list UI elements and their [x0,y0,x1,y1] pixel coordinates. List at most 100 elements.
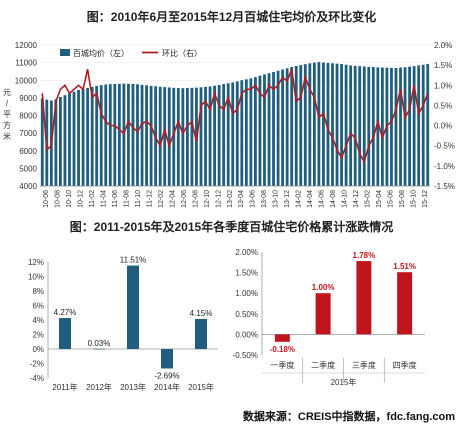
price-bar [380,67,384,186]
price-bar [77,89,80,186]
price-bar [181,88,185,186]
price-bar [222,84,226,186]
price-bar [376,67,380,186]
quarter-y-tick-label: 1.50% [235,269,258,278]
legend-label-bar: 百城均价（左） [73,48,129,58]
quarter-category-label: 四季度 [393,360,417,370]
y-axis-label-char: 方 [3,120,11,130]
price-bar [127,83,130,186]
x-tick-label: 12-08 [192,190,199,208]
price-bar [317,62,321,186]
annual-category-label: 2012年 [86,382,112,392]
annual-category-label: 2013年 [120,382,146,392]
x-tick-label: 11-08 [124,190,131,207]
quarter-bar [397,272,413,335]
price-bar [167,87,171,186]
y2-tick-label: 2.0% [434,41,452,50]
y2-tick-label: -1.0% [434,162,455,171]
price-bar [344,64,348,186]
x-tick-label: 15-04 [376,190,383,208]
annual-bar [59,318,71,349]
y-tick-label: 8000 [19,112,37,121]
price-bar [390,67,393,186]
price-bar [322,62,325,187]
x-tick-label: 11-04 [101,190,108,207]
price-bar [267,73,271,186]
quarter-y-tick-label: 0.50% [235,310,258,319]
x-tick-label: 11-02 [89,190,96,207]
y-tick-label: 10000 [15,76,38,85]
x-tick-label: 11-12 [146,190,153,207]
price-bar [204,86,207,186]
price-bar [63,95,67,186]
price-bar [145,85,148,186]
x-tick-label: 15-12 [422,190,429,208]
price-bar [258,75,262,186]
annual-y-tick-label: 10% [28,273,44,282]
price-bar [371,67,375,186]
annual-category-label: 2014年 [154,382,180,392]
price-bar [90,86,94,186]
annual-y-tick-label: 12% [28,258,44,267]
price-bar [240,80,244,186]
price-bar [254,77,257,186]
x-tick-label: 13-12 [284,190,291,208]
price-bar [199,87,203,186]
price-bar [131,83,135,186]
price-bar [117,83,121,186]
price-bar [290,67,294,186]
quarter-bar [274,334,290,342]
price-bar [358,66,362,186]
quarter-category-label: 一季度 [270,360,294,370]
price-bar [122,83,126,186]
y-tick-label: 6000 [19,147,37,156]
y2-tick-label: 1.0% [434,81,452,90]
price-bar [217,85,221,186]
price-bar [108,84,112,186]
price-bar [326,62,330,186]
price-bar [149,85,153,186]
price-bar [163,87,167,186]
price-bar [367,66,371,186]
x-tick-label: 13-06 [250,190,257,208]
annual-y-tick-label: 8% [32,287,44,296]
price-bar [335,63,339,187]
price-bar [263,74,266,186]
price-bar [231,82,235,186]
price-bar [104,84,108,186]
y-tick-label: 11000 [15,59,37,68]
price-bar [140,84,144,186]
price-bar [340,64,343,186]
y2-tick-label: -1.5% [434,182,455,191]
price-bar [412,66,416,186]
quarter-y-tick-label: -0.50% [233,351,258,360]
y-tick-label: 4000 [19,182,37,191]
x-tick-label: 10-08 [55,190,62,208]
price-bar [208,86,212,186]
annual-category-label: 2015年 [188,382,214,392]
x-tick-label: 11-06 [112,190,119,207]
quarter-category-label: 三季度 [352,360,376,370]
price-bar [303,64,307,186]
price-bar [235,81,239,186]
price-bar [349,65,353,186]
x-tick-label: 14-12 [353,190,360,208]
quarter-value-label: 1.78% [353,251,376,260]
price-bar [244,79,248,186]
price-bar [54,99,58,186]
price-bar [421,64,425,186]
quarter-value-label: -0.18% [270,345,295,354]
x-tick-label: 11-10 [135,190,142,207]
price-bar [299,65,303,186]
annual-value-label: 0.03% [88,339,111,348]
mom-change-line [41,68,429,164]
y2-tick-label: 1.5% [434,61,452,70]
annual-bar [161,349,173,369]
x-tick-label: 15-06 [387,190,394,208]
y2-tick-label: 0.0% [434,122,452,131]
quarter-bar [315,293,331,335]
price-bar [176,88,180,186]
price-bar [426,64,430,186]
annual-value-label: 4.15% [190,309,213,318]
